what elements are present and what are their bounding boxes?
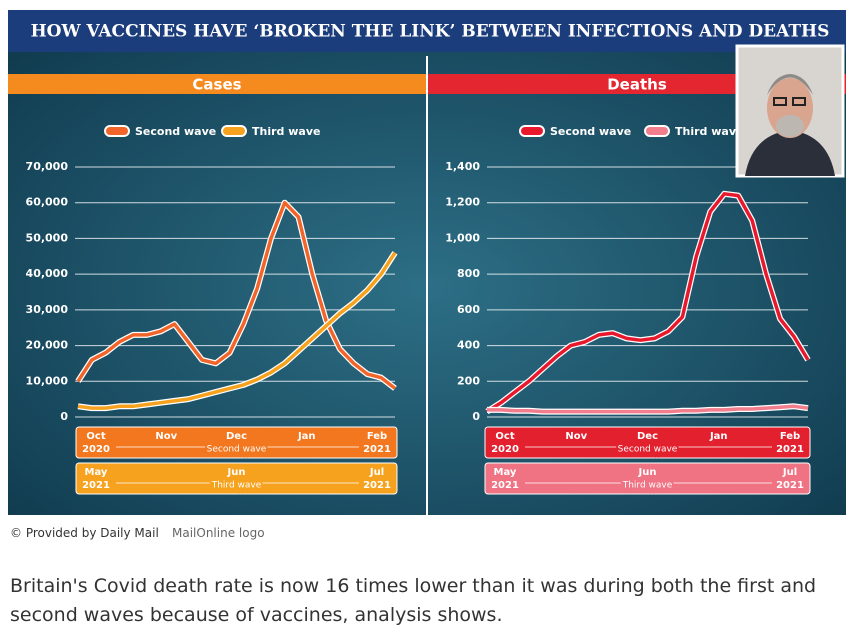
x-axis-band (75, 462, 398, 495)
y-tick-label: 200 (457, 374, 480, 387)
y-tick-label: 600 (457, 303, 480, 316)
x-tick-label: Dec (637, 431, 658, 442)
y-tick-label: 60,000 (26, 196, 69, 209)
body-text: Britain's Covid death rate is now 16 tim… (10, 575, 817, 626)
x-axis-band (484, 462, 811, 495)
x-tick-label: Jan (297, 431, 316, 442)
x-tick-label: Oct (86, 431, 105, 442)
x-tick-label: Oct (495, 431, 514, 442)
x-tick-label: Feb (367, 431, 387, 442)
y-tick-label: 400 (457, 339, 480, 352)
x-axis-band (484, 426, 811, 459)
logo-text: MailOnline logo (172, 526, 265, 540)
x-year-label: 2021 (363, 480, 391, 491)
x-year-label: 2021 (776, 480, 804, 491)
x-tick-label: Nov (565, 431, 587, 442)
legend-label: Third wave (675, 125, 743, 138)
y-tick-label: 40,000 (26, 267, 69, 280)
title-bar (8, 10, 846, 52)
y-tick-label: 20,000 (26, 339, 69, 352)
x-axis-band (75, 426, 398, 459)
legend-marker (644, 125, 670, 137)
x-year-label: 2021 (491, 480, 519, 491)
x-tick-label: Jun (227, 467, 246, 478)
credit: © Provided by Daily Mail (10, 526, 159, 540)
y-tick-label: 0 (60, 410, 68, 423)
y-tick-label: 30,000 (26, 303, 69, 316)
y-tick-label: 50,000 (26, 231, 69, 244)
section-title: Deaths (607, 76, 667, 94)
legend-label: Second wave (550, 125, 631, 138)
x-tick-label: May (494, 467, 517, 478)
legend-label: Second wave (135, 125, 216, 138)
x-tick-label: Jul (369, 467, 384, 478)
legend-label: Third wave (252, 125, 320, 138)
y-tick-label: 1,400 (445, 160, 480, 173)
x-year-label: 2021 (776, 444, 804, 455)
x-tick-label: Jun (638, 467, 657, 478)
x-year-label: 2021 (82, 480, 110, 491)
y-tick-label: 800 (457, 267, 480, 280)
x-axis-title: Third wave (211, 481, 262, 491)
x-year-label: 2020 (82, 444, 110, 455)
y-tick-label: 70,000 (26, 160, 69, 173)
series-line (486, 192, 810, 414)
x-tick-label: Dec (226, 431, 247, 442)
legend-marker (104, 125, 130, 137)
x-axis-title: Third wave (622, 481, 673, 491)
x-tick-label: May (85, 467, 108, 478)
series-line (487, 404, 809, 414)
x-tick-label: Jan (709, 431, 728, 442)
section-header (8, 74, 426, 94)
y-tick-label: 1,000 (445, 231, 480, 244)
section-title: Cases (192, 76, 241, 94)
x-tick-label: Jul (782, 467, 797, 478)
x-axis-title: Second wave (618, 445, 678, 455)
title: HOW VACCINES HAVE ‘BROKEN THE LINK’ BETW… (31, 22, 830, 42)
legend-marker (221, 125, 247, 137)
y-tick-label: 0 (472, 410, 480, 423)
y-tick-label: 1,200 (445, 196, 480, 209)
photo (735, 44, 845, 178)
series-line (77, 251, 397, 410)
series-line (76, 200, 397, 390)
legend-marker (519, 125, 545, 137)
x-tick-label: Nov (155, 431, 177, 442)
x-year-label: 2021 (363, 444, 391, 455)
y-tick-label: 10,000 (26, 374, 69, 387)
x-axis-title: Second wave (207, 445, 267, 455)
x-tick-label: Feb (780, 431, 800, 442)
x-year-label: 2020 (491, 444, 519, 455)
infographic: HOW VACCINES HAVE ‘BROKEN THE LINK’ BETW… (8, 10, 846, 515)
